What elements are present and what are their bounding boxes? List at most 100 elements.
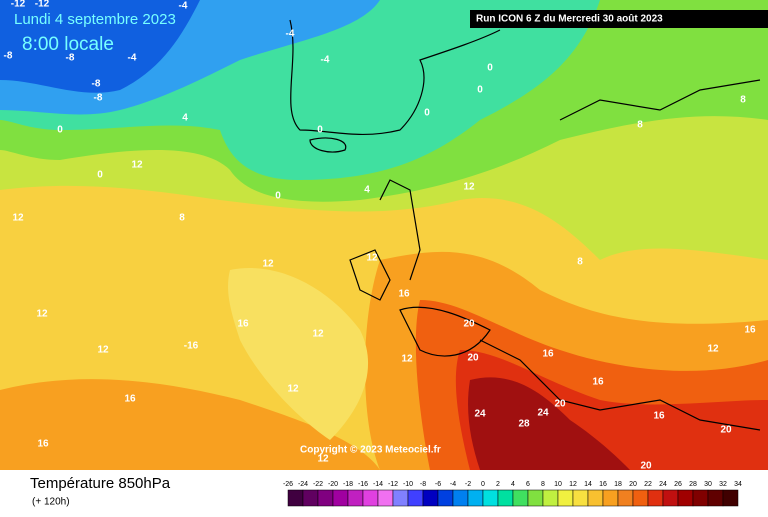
map-label: 16 (237, 319, 249, 330)
map-label: 8 (637, 120, 643, 131)
legend-swatch (422, 489, 439, 507)
map-label: 16 (124, 394, 136, 405)
legend-swatch (617, 489, 634, 507)
run-banner (470, 10, 768, 28)
legend-swatch (302, 489, 319, 507)
legend-swatch (452, 489, 469, 507)
run-label: Run ICON 6 Z du Mercredi 30 août 2023 (476, 14, 663, 25)
legend-label: 6 (526, 481, 530, 488)
map-label: -8 (4, 51, 13, 62)
coast-greenland (289, 19, 501, 136)
map-label: 0 (97, 170, 103, 181)
legend-swatch (692, 489, 709, 507)
legend-label: 16 (599, 481, 607, 488)
legend-label: -6 (435, 481, 441, 488)
map-label: 16 (592, 377, 604, 388)
map-label: 28 (518, 419, 530, 430)
map-label: -4 (179, 1, 188, 12)
legend-label: 0 (481, 481, 485, 488)
map-label: 0 (477, 85, 483, 96)
legend-swatch (512, 489, 529, 507)
field-dark-red (468, 377, 630, 470)
legend-swatch (662, 489, 679, 507)
map-label: 12 (463, 182, 475, 193)
map-label: 24 (537, 408, 549, 419)
map-label: -4 (321, 55, 330, 66)
field-orange-south (0, 379, 380, 470)
map-label: 0 (487, 63, 493, 74)
map-label: 0 (275, 191, 281, 202)
map-label: 8 (740, 95, 746, 106)
map-label: 16 (653, 411, 665, 422)
legend-label: 4 (511, 481, 515, 488)
legend-swatch (722, 489, 739, 507)
map-label: 12 (312, 329, 324, 340)
temperature-field (0, 0, 768, 470)
legend-label: 24 (659, 481, 667, 488)
map-label: 0 (424, 108, 430, 119)
legend-swatch (707, 489, 724, 507)
legend-label: 2 (496, 481, 500, 488)
map-label: -4 (286, 29, 295, 40)
legend-label: 22 (644, 481, 652, 488)
map-label: 12 (262, 259, 274, 270)
legend-swatch (602, 489, 619, 507)
map-label: -4 (128, 53, 137, 64)
legend-swatch (362, 489, 379, 507)
legend-swatch (542, 489, 559, 507)
field-deep-blue (0, 0, 200, 93)
map-label: 0 (317, 125, 323, 136)
legend-swatch (632, 489, 649, 507)
field-light (228, 268, 369, 440)
map-labels: -12 -12 -4 -8 -8 -4 -4 -4 -8 -8 0 4 0 0 … (4, 0, 756, 472)
legend-swatch (437, 489, 454, 507)
map-label: 12 (12, 213, 24, 224)
legend-swatch (587, 489, 604, 507)
coast-iberia (399, 306, 491, 357)
coast-mediterranean (479, 339, 761, 431)
legend-label: -24 (298, 481, 308, 488)
legend-label: 18 (614, 481, 622, 488)
legend-swatch (527, 489, 544, 507)
legend-swatch (482, 489, 499, 507)
coast-arctic (559, 79, 761, 121)
legend-label: -8 (420, 481, 426, 488)
map-label: 0 (57, 125, 63, 136)
map-label: -8 (92, 79, 101, 90)
map-label: -8 (66, 53, 75, 64)
map-label: 20 (554, 399, 566, 410)
coastlines (289, 19, 761, 431)
map-label: 20 (467, 353, 479, 364)
map-label: 20 (640, 461, 652, 472)
legend-label: -12 (388, 481, 398, 488)
legend-label: 26 (674, 481, 682, 488)
map-label: 16 (398, 289, 410, 300)
map-label: -12 (35, 0, 50, 10)
map-label: 12 (97, 345, 109, 356)
legend-swatch (497, 489, 514, 507)
map-label: 24 (474, 409, 486, 420)
legend-swatch (557, 489, 574, 507)
map-label: 16 (542, 349, 554, 360)
map-label: 4 (182, 113, 188, 124)
legend-label: -18 (343, 481, 353, 488)
legend-swatch (467, 489, 484, 507)
date-label: Lundi 4 septembre 2023 (14, 11, 176, 28)
legend-label: 8 (541, 481, 545, 488)
time-label: 8:00 locale (22, 34, 114, 55)
legend-label: 20 (629, 481, 637, 488)
legend-swatch (332, 489, 349, 507)
map-label: 12 (317, 454, 329, 465)
legend-swatch (317, 489, 334, 507)
map-label: 4 (364, 185, 370, 196)
color-legend: -26 -24 -22 -20 -18 -16 -14 -12 -10 -8 -6 -4 -2 0 2 4 6 8… (283, 481, 742, 507)
legend-swatch (572, 489, 589, 507)
map-label: 20 (720, 425, 732, 436)
map-label: 20 (463, 319, 475, 330)
map-label: 12 (36, 309, 48, 320)
legend-swatch (377, 489, 394, 507)
map-label: 8 (179, 213, 185, 224)
legend-swatch (287, 489, 304, 507)
footer-title: Température 850hPa (30, 475, 171, 492)
